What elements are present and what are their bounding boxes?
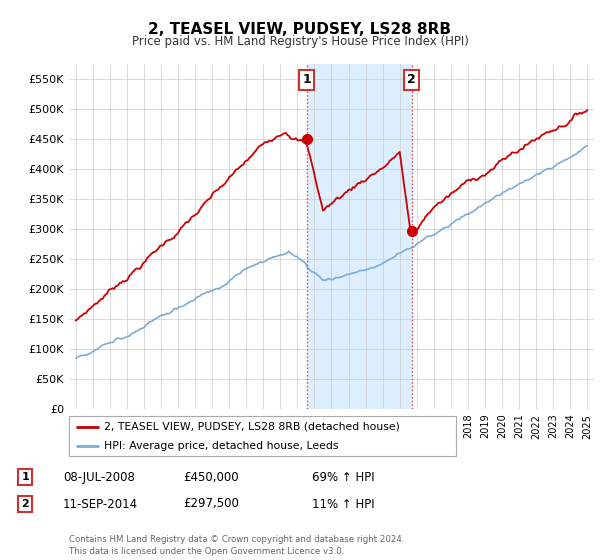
Text: £450,000: £450,000 — [183, 470, 239, 484]
Text: 11-SEP-2014: 11-SEP-2014 — [63, 497, 138, 511]
Text: 11% ↑ HPI: 11% ↑ HPI — [312, 497, 374, 511]
Text: Price paid vs. HM Land Registry's House Price Index (HPI): Price paid vs. HM Land Registry's House … — [131, 35, 469, 48]
Text: 1: 1 — [302, 73, 311, 86]
Text: HPI: Average price, detached house, Leeds: HPI: Average price, detached house, Leed… — [104, 441, 338, 450]
Text: 1: 1 — [22, 472, 29, 482]
Text: £297,500: £297,500 — [183, 497, 239, 511]
Text: Contains HM Land Registry data © Crown copyright and database right 2024.
This d: Contains HM Land Registry data © Crown c… — [69, 535, 404, 556]
Text: 2: 2 — [22, 499, 29, 509]
Text: 2: 2 — [407, 73, 416, 86]
Text: 2, TEASEL VIEW, PUDSEY, LS28 8RB: 2, TEASEL VIEW, PUDSEY, LS28 8RB — [149, 22, 452, 38]
Text: 2, TEASEL VIEW, PUDSEY, LS28 8RB (detached house): 2, TEASEL VIEW, PUDSEY, LS28 8RB (detach… — [104, 422, 400, 432]
Text: 08-JUL-2008: 08-JUL-2008 — [63, 470, 135, 484]
Bar — [307, 64, 412, 409]
Text: 69% ↑ HPI: 69% ↑ HPI — [312, 470, 374, 484]
